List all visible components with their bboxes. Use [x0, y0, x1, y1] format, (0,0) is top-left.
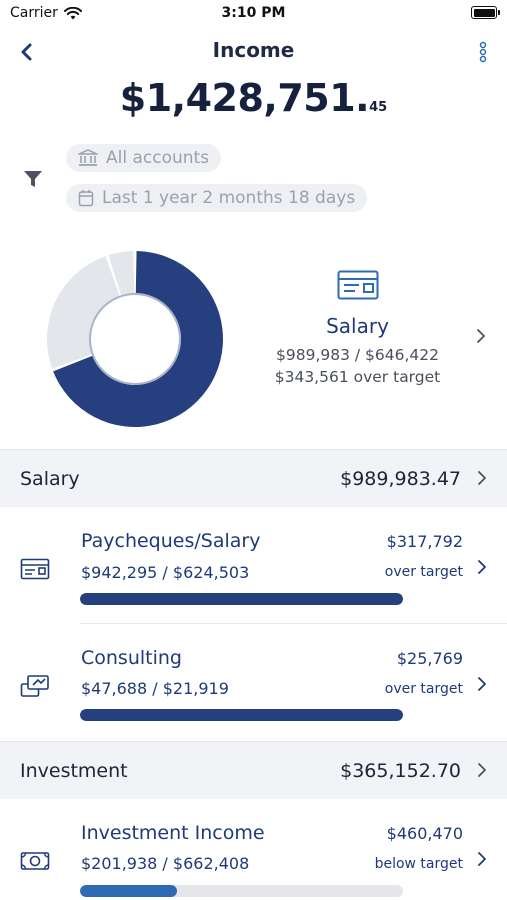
category-header-salary[interactable]: Salary $989,983.47 [0, 449, 507, 507]
category-name: Investment [20, 759, 128, 782]
calendar-icon [78, 190, 94, 207]
category-header-investment[interactable]: Investment $365,152.70 [0, 741, 507, 799]
item-status: over target [384, 564, 463, 580]
progress-bar [80, 885, 403, 897]
carrier-label: Carrier [10, 5, 58, 21]
accounts-filter-chip[interactable]: All accounts [66, 144, 222, 172]
chevron-right-icon [478, 852, 486, 866]
donut-segment-salary[interactable] [53, 251, 224, 427]
summary-over-target: $343,561 over target [274, 368, 441, 386]
money-transfer-icon [20, 675, 49, 697]
item-name: Paycheques/Salary [81, 530, 261, 552]
item-status: over target [384, 681, 463, 697]
donut-segment-other[interactable] [108, 251, 135, 296]
accounts-filter-label: All accounts [106, 148, 210, 168]
chevron-right-icon [478, 560, 486, 574]
list-item-investment-income[interactable]: Investment Income $201,938 / $662,408 $4… [0, 799, 507, 900]
selected-category-summary[interactable]: Salary $989,983 / $646,422 $343,561 over… [250, 270, 465, 386]
cash-icon [20, 852, 50, 870]
progress-bar-fill [80, 885, 177, 897]
category-amount: $989,983.47 [340, 467, 461, 490]
item-difference: $25,769 [396, 649, 463, 668]
progress-bar-fill [80, 593, 403, 605]
cheque-icon [20, 558, 50, 580]
summary-ratio: $989,983 / $646,422 [276, 346, 439, 364]
item-difference: $317,792 [386, 532, 463, 551]
status-carrier: Carrier [10, 5, 82, 21]
progress-bar-fill [80, 709, 403, 721]
total-amount: $1,428,751.45 [0, 76, 507, 120]
item-ratio: $201,938 / $662,408 [81, 854, 250, 873]
income-donut-chart[interactable] [46, 250, 224, 428]
chevron-right-icon [478, 763, 486, 777]
progress-bar [80, 709, 403, 721]
total-amount-main: $1,428,751. [119, 76, 370, 120]
chevron-right-icon [478, 471, 486, 485]
item-ratio: $47,688 / $21,919 [81, 679, 229, 698]
item-status: below target [374, 856, 463, 872]
status-time: 3:10 PM [221, 5, 286, 21]
bank-icon [78, 149, 98, 166]
more-vertical-icon [479, 41, 487, 63]
donut-inner-ring [89, 293, 181, 385]
item-name: Investment Income [81, 822, 265, 844]
item-difference: $460,470 [386, 824, 463, 843]
divider [80, 623, 507, 624]
summary-chevron-icon[interactable] [476, 328, 486, 344]
page-title: Income [212, 38, 295, 62]
back-button[interactable] [12, 38, 40, 66]
date-range-chip[interactable]: Last 1 year 2 months 18 days [66, 184, 368, 212]
summary-label: Salary [326, 314, 389, 338]
chevron-right-icon [478, 677, 486, 691]
category-amount: $365,152.70 [340, 759, 461, 782]
date-range-label: Last 1 year 2 months 18 days [102, 188, 356, 208]
chevron-left-icon [21, 43, 32, 61]
progress-bar [80, 593, 403, 605]
wifi-icon [63, 6, 82, 19]
total-amount-cents: 45 [369, 100, 388, 115]
category-name: Salary [20, 467, 80, 490]
filter-icon[interactable] [22, 168, 46, 192]
cheque-icon [337, 270, 378, 300]
list-item-consulting[interactable]: Consulting $47,688 / $21,919 $25,769 ove… [0, 624, 507, 741]
item-ratio: $942,295 / $624,503 [81, 563, 250, 582]
battery-icon [471, 6, 500, 19]
donut-segment-investment[interactable] [47, 256, 120, 369]
more-options-button[interactable] [469, 38, 497, 66]
item-name: Consulting [81, 647, 182, 669]
list-item-paycheques[interactable]: Paycheques/Salary $942,295 / $624,503 $3… [0, 507, 507, 624]
